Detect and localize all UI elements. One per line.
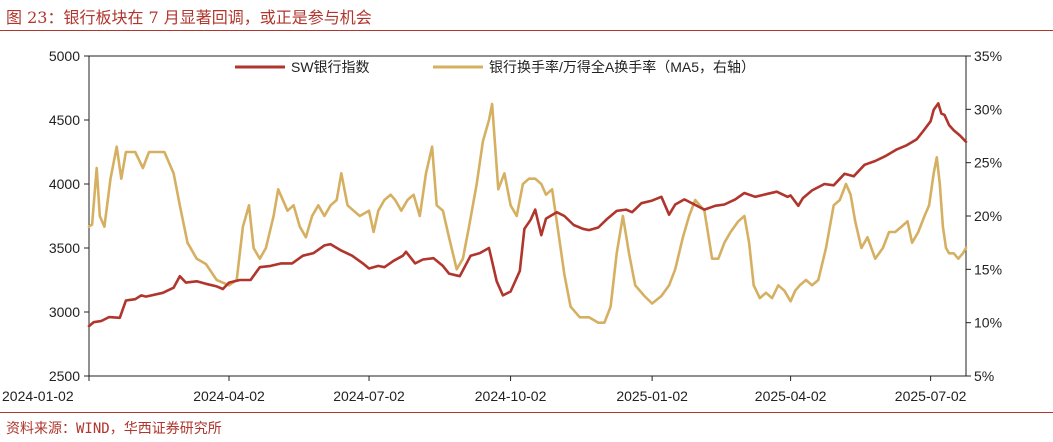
x-axis-ticks: 2024-01-02 2024-04-02 2024-07-02 2024-10-02… bbox=[2, 376, 967, 404]
x-tick-label: 2024-04-02 bbox=[193, 388, 265, 404]
x-tick-label: 2024-10-02 bbox=[475, 388, 547, 404]
right-tick-label: 20% bbox=[974, 208, 1002, 224]
source-note: 资料来源：WIND，华西证券研究所 bbox=[6, 421, 222, 437]
legend-label-turnover-ratio: 银行换手率/万得全A换手率（MA5，右轴） bbox=[489, 59, 755, 75]
series-lines bbox=[87, 102, 968, 328]
right-tick-label: 25% bbox=[974, 155, 1002, 171]
right-tick-label: 5% bbox=[974, 368, 994, 384]
left-axis-ticks: 5000 4500 4000 3500 3000 2500 bbox=[49, 48, 89, 384]
legend-label-bank-index: SW银行指数 bbox=[291, 59, 370, 75]
x-tick-label: 2025-01-02 bbox=[616, 388, 688, 404]
figure-title: 图 23：银行板块在 7 月显著回调，或正是参与机会 bbox=[6, 8, 372, 27]
left-tick-label: 3000 bbox=[49, 304, 80, 320]
left-tick-label: 4000 bbox=[49, 176, 80, 192]
right-tick-label: 30% bbox=[974, 101, 1002, 117]
left-tick-label: 3500 bbox=[49, 240, 80, 256]
left-tick-label: 4500 bbox=[49, 112, 80, 128]
right-tick-label: 15% bbox=[974, 261, 1002, 277]
left-tick-label: 5000 bbox=[49, 48, 80, 64]
legend: SW银行指数 银行换手率/万得全A换手率（MA5，右轴） bbox=[235, 59, 755, 75]
footer-rule bbox=[0, 412, 1053, 413]
bank-index-line bbox=[87, 102, 968, 328]
x-tick-label: 2025-04-02 bbox=[755, 388, 827, 404]
turnover-ratio-line bbox=[87, 102, 968, 325]
x-tick-label: 2025-07-02 bbox=[895, 388, 967, 404]
right-tick-label: 35% bbox=[974, 48, 1002, 64]
title-rule bbox=[0, 30, 1053, 31]
plot-frame bbox=[88, 55, 967, 377]
left-tick-label: 2500 bbox=[49, 368, 80, 384]
x-tick-label: 2024-07-02 bbox=[333, 388, 405, 404]
right-axis-ticks: 35% 30% 25% 20% 15% 10% 5% bbox=[966, 48, 1002, 384]
x-tick-label: 2024-01-02 bbox=[2, 388, 74, 404]
right-tick-label: 10% bbox=[974, 315, 1002, 331]
